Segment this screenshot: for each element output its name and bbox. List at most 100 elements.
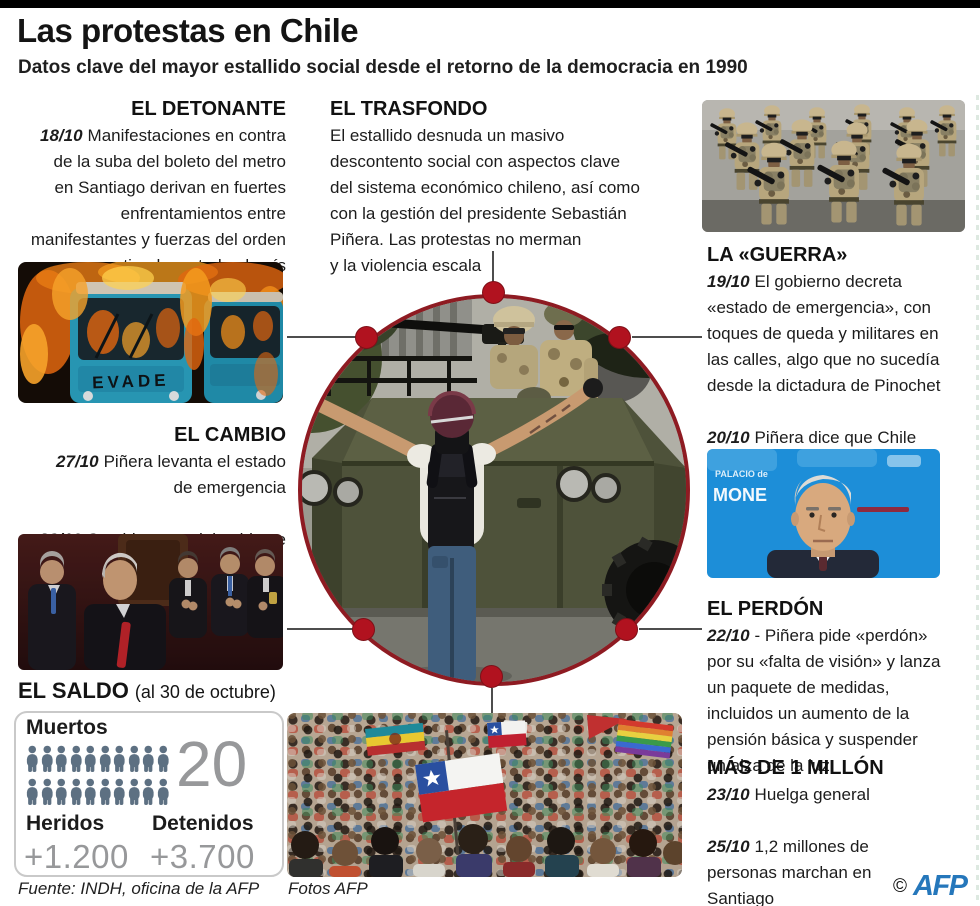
person-icon [41,778,53,806]
left-bus-front: EVADE [70,282,192,403]
section-detonante: EL DETONANTE 18/10 Manifestaciones en con… [0,96,286,279]
timeline-dot-lower-left [352,618,375,641]
page-edge-perforation [976,95,979,901]
detonante-text: 18/10 Manifestaciones en contra de la sub… [30,126,286,275]
date-25-10: 25/10 [707,837,750,856]
cabinet-ceremony-photo [18,534,283,670]
person-icon [55,778,67,806]
person-icon [70,778,82,806]
guerra-heading: LA «GUERRA» [707,244,848,266]
foreground-heads [289,824,682,877]
backdrop-text-line1: PALACIO de [715,469,768,479]
pinera-face [767,475,879,578]
pinera-portrait-art: PALACIO de MONE [707,449,940,578]
person-icon [70,745,82,773]
date-20-10: 20/10 [707,428,750,447]
soldiers-art [702,100,965,232]
date-23-10: 23/10 [707,785,750,804]
perdon-heading: EL PERDÓN [707,598,824,620]
backdrop-text-line2: MONE [713,485,767,505]
person-icon [26,745,38,773]
date-18-10: 18/10 [40,126,83,145]
person-icon [157,778,169,806]
muertos-label: Muertos [26,716,108,739]
person-icon [55,745,67,773]
person-icon [113,745,125,773]
afp-wordmark: AFP [913,870,968,902]
date-22-10: 22/10 [707,626,750,645]
top-black-bar [0,0,980,8]
heridos-value: +1.200 [24,838,129,875]
soldier-gunner [490,306,538,389]
burning-buses-art: EVADE [18,262,283,403]
person-icon [142,745,154,773]
page-title: Las protestas en Chile [17,12,359,49]
timeline-dot-bottom [480,665,503,688]
heridos-label: Heridos [26,812,105,835]
crowd-march-photo [287,713,682,877]
cambio-heading: EL CAMBIO [174,424,286,446]
footer-photo-credit: Fotos AFP [288,879,368,898]
person-icon [99,778,111,806]
person-icon [26,778,38,806]
trasfondo-text: El estallido desnuda un masivo desconten… [330,126,640,275]
section-trasfondo: EL TRASFONDO El estallido desnuda un mas… [330,96,682,279]
detonante-heading: EL DETONANTE [131,98,286,120]
afp-logo: © AFP [893,870,968,903]
connector-line-bottom [491,688,493,713]
connector-line-upper-right [632,336,702,338]
pinera-portrait-photo: PALACIO de MONE [707,449,940,578]
section-millon: MÁS DE 1 MILLÓN 23/10 Huelga general 25/1… [707,755,979,906]
cabinet-ceremony-art [18,534,283,670]
perdon-text: 22/10- Piñera pide «perdón» por su «falt… [707,626,941,775]
millon-text-1: 23/10 Huelga general [707,785,870,804]
timeline-dot-upper-left [355,326,378,349]
footer-source: Fuente: INDH, oficina de la AFP [18,879,260,898]
saldo-heading: EL SALDO (al 30 de octubre) [18,678,276,703]
connector-line-upper-left [287,336,356,338]
person-icon [128,745,140,773]
connector-line-lower-right [639,628,702,630]
timeline-dot-lower-right [615,618,638,641]
person-icon [113,778,125,806]
connector-line-lower-left [287,628,353,630]
date-19-10: 19/10 [707,272,750,291]
section-guerra: LA «GUERRA» 19/10 El gobierno decreta «es… [707,242,979,477]
evade-graffiti-text: EVADE [92,371,170,393]
crowd-march-art [287,713,682,877]
millon-heading: MÁS DE 1 MILLÓN [707,757,884,779]
date-27-10: 27/10 [56,452,99,471]
person-icon [128,778,140,806]
section-perdon: EL PERDÓN 22/10- Piñera pide «perdón» po… [707,596,979,779]
person-icon [41,745,53,773]
small-chile-flag [487,720,527,748]
copyright-symbol: © [893,875,907,897]
red-flag [587,715,627,739]
muertos-pictogram [26,744,173,807]
mapuche-flag [365,722,426,756]
timeline-dot-top [482,281,505,304]
background-officials [169,547,283,638]
rainbow-flag [614,719,674,759]
pinera-profile [84,552,166,670]
page-subtitle: Datos clave del mayor estallido social d… [18,57,748,78]
muertos-value: 20 [176,728,248,800]
person-icon [99,745,111,773]
person-icon [142,778,154,806]
person-icon [84,778,96,806]
cambio-text-1: 27/10 Piñera levanta el estado de emergen… [56,452,286,497]
burning-buses-photo: EVADE [18,262,283,403]
detenidos-label: Detenidos [152,812,254,835]
connector-line-top [492,251,494,282]
trasfondo-heading: EL TRASFONDO [330,98,488,120]
person-icon [157,745,169,773]
timeline-dot-upper-right [608,326,631,349]
person-icon [84,745,96,773]
official-left [28,551,76,670]
soldiers-photo [702,100,965,232]
guerra-text-1: 19/10 El gobierno decreta «estado de emer… [707,272,941,395]
millon-text-2: 25/10 1,2 millones de personas marchan en… [707,837,872,906]
big-chile-flag [415,730,508,856]
detenidos-value: +3.700 [150,838,255,875]
